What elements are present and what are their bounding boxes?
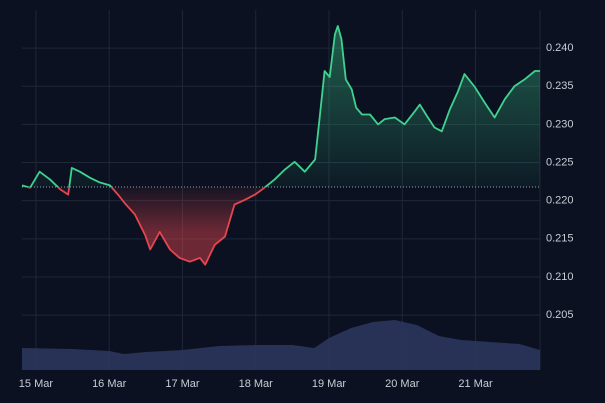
y-tick-label: 0.230	[546, 118, 574, 130]
x-tick-label: 20 Mar	[385, 378, 420, 390]
y-tick-label: 0.205	[546, 309, 574, 321]
y-tick-label: 0.235	[546, 80, 574, 92]
y-tick-label: 0.225	[546, 156, 574, 168]
x-tick-label: 17 Mar	[165, 378, 200, 390]
y-tick-label: 0.240	[546, 42, 574, 54]
x-tick-label: 15 Mar	[19, 378, 54, 390]
y-tick-label: 0.215	[546, 233, 574, 245]
volume-area	[22, 320, 540, 370]
price-line	[21, 25, 540, 266]
x-tick-label: 16 Mar	[92, 378, 127, 390]
y-tick-label: 0.210	[546, 271, 574, 283]
price-area	[22, 26, 540, 265]
x-tick-label: 19 Mar	[312, 378, 347, 390]
y-tick-label: 0.220	[546, 195, 574, 207]
x-tick-label: 18 Mar	[239, 378, 274, 390]
x-tick-label: 21 Mar	[458, 378, 493, 390]
